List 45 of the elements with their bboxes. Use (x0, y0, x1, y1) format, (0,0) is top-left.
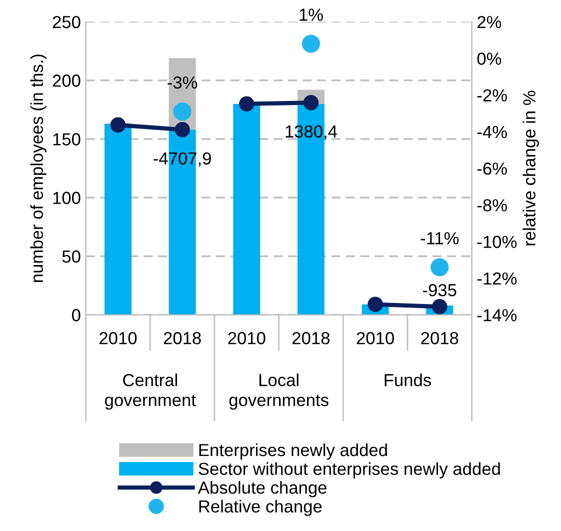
bar (104, 124, 132, 315)
x-tick-label: 2010 (100, 332, 137, 344)
data-label: -3% (168, 76, 198, 89)
y2-tick-label: -4% (477, 126, 507, 138)
legend-label: Relative change (199, 500, 322, 516)
point (302, 34, 320, 53)
point (239, 96, 254, 112)
text: Local governments (229, 374, 328, 410)
point (430, 258, 449, 276)
y-tick-label: 150 (53, 133, 80, 146)
y2-tick-label: -2% (477, 89, 507, 102)
point (174, 122, 190, 138)
y-tick-label: 0 (72, 309, 80, 322)
y2-axis-title: relative change in % (522, 90, 539, 246)
y-tick-label: 100 (53, 192, 80, 204)
text: Funds (384, 374, 431, 386)
point (173, 102, 192, 121)
y2-tick-label: -8% (477, 199, 507, 212)
x-tick-label: 2018 (292, 332, 330, 344)
legend-label: Absolute change (198, 481, 326, 498)
bar (233, 104, 260, 315)
y-tick-label: 250 (52, 16, 80, 28)
y2-tick-label: 2% (478, 16, 502, 28)
y2-tick-label: -10% (477, 236, 517, 248)
y2-tick-label: -6% (477, 162, 507, 175)
y-tick-label: 200 (52, 74, 80, 87)
data-label: 1% (300, 8, 323, 21)
x-tick-label: 2018 (421, 332, 458, 344)
legend-label: Sector without enterprises newly added (198, 462, 500, 478)
x-tick-label: 2018 (164, 332, 201, 344)
y-axis-title: number of employees (in ths.) (30, 54, 46, 282)
data-label: -11% (420, 232, 459, 244)
x-tick-label: 2010 (228, 332, 266, 344)
y2-tick-label: -12% (477, 272, 517, 285)
x-tick-label: 2010 (356, 332, 394, 344)
point (303, 95, 319, 110)
y2-tick-label: 0% (477, 52, 502, 65)
point (432, 299, 448, 314)
y-tick-label: 50 (62, 250, 80, 263)
annotation: -935 (423, 284, 456, 296)
text: Central government (105, 374, 196, 410)
point (368, 296, 383, 312)
y2-tick-label: -14% (477, 309, 517, 322)
legend-label: Enterprises newly added (199, 443, 387, 460)
point (110, 117, 126, 133)
